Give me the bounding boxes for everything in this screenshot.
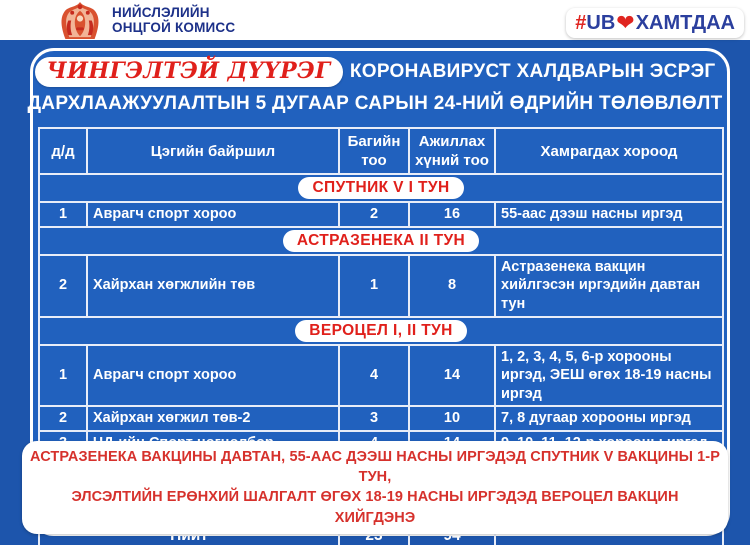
vaccine-section-title: ВЕРОЦЕЛ I, II ТУН [295, 319, 467, 342]
header-khoroos: Хамрагдах хороод [494, 126, 724, 176]
organization-name: НИЙСЛЭЛИЙН ОНЦГОЙ КОМИСС [112, 5, 235, 35]
table-header-row: д/д Цэгийн байршил Багийн тоо Ажиллах хү… [38, 126, 724, 176]
team-count-cell: 1 [338, 253, 410, 318]
khoroos-cell: 7, 8 дугаар хорооны иргэд [494, 405, 724, 432]
vaccine-section-cell: ВЕРОЦЕЛ I, II ТУН [38, 315, 724, 346]
title-line2: ДАРХЛААЖУУЛАЛТЫН 5 ДУГААР САРЫН 24-НИЙ Ө… [27, 93, 723, 114]
team-count-cell: 2 [338, 201, 410, 228]
header-worker-count: Ажиллах хүний тоо [408, 126, 496, 176]
vaccine-section-row: СПУТНИК V I ТУН [38, 173, 724, 204]
row-number-cell: 1 [38, 201, 88, 228]
vaccine-section-title: АСТРАЗЕНЕКА II ТУН [282, 229, 480, 252]
khoroos-cell: 55-аас дээш насны иргэд [494, 201, 724, 228]
title-line1: ЧИНГЭЛТЭЙ ДҮҮРЭГ КОРОНАВИРУСТ ХАЛДВАРЫН … [0, 57, 750, 87]
heart-icon: ❤ [616, 10, 635, 35]
vaccine-section-row: АСТРАЗЕНЕКА II ТУН [38, 225, 724, 256]
header-team-count: Багийн тоо [338, 126, 410, 176]
table-row: 1 Аврагч спорт хороо 4 14 1, 2, 3, 4, 5, 6-р… [38, 343, 724, 408]
hashtag-rest: ХАМТДАА [635, 11, 735, 34]
poster-title: ЧИНГЭЛТЭЙ ДҮҮРЭГ КОРОНАВИРУСТ ХАЛДВАРЫН … [0, 57, 750, 115]
vaccine-section-row: ВЕРОЦЕЛ I, II ТУН [38, 315, 724, 346]
row-number-cell: 1 [38, 343, 88, 408]
row-number-cell: 2 [38, 405, 88, 432]
hashtag-ub: UB [586, 11, 616, 34]
organization-name-line2: ОНЦГОЙ КОМИСС [112, 20, 236, 35]
worker-count-cell: 14 [408, 343, 496, 408]
footer-note: АСТРАЗЕНЕКА ВАКЦИНЫ ДАВТАН, 55-ААС ДЭЭШ … [22, 440, 728, 534]
table-row: 2 Хайрхан хөгжил төв-2 3 10 7, 8 дугаар хоро… [38, 405, 724, 432]
header-location: Цэгийн байршил [86, 126, 340, 176]
location-cell: Хайрхан хөгжлийн төв [86, 253, 340, 318]
location-cell: Аврагч спорт хороо [86, 201, 340, 228]
team-count-cell: 4 [338, 343, 410, 408]
district-name-pill: ЧИНГЭЛТЭЙ ДҮҮРЭГ [34, 57, 343, 87]
khoroos-cell: Астразенека вакцин хийлгэсэн иргэдийн да… [494, 253, 724, 318]
worker-count-cell: 10 [408, 405, 496, 432]
table-row: 2 Хайрхан хөгжлийн төв 1 8 Астразенека вакци… [38, 253, 724, 318]
khoroos-cell: 1, 2, 3, 4, 5, 6-р хорооны иргэд, ЭЕШ өг… [494, 343, 724, 408]
location-cell: Аврагч спорт хороо [86, 343, 340, 408]
city-emblem-logo [61, 1, 99, 40]
hashtag-hash: # [575, 11, 587, 34]
vaccine-section-cell: АСТРАЗЕНЕКА II ТУН [38, 225, 724, 256]
vaccine-section-cell: СПУТНИК V I ТУН [38, 173, 724, 204]
worker-count-cell: 16 [408, 201, 496, 228]
table-row: 1 Аврагч спорт хороо 2 16 55-аас дээш насны … [38, 201, 724, 228]
team-count-cell: 3 [338, 405, 410, 432]
row-number-cell: 2 [38, 253, 88, 318]
top-header-bar: НИЙСЛЭЛИЙН ОНЦГОЙ КОМИСС # UB ❤ ХАМТДАА [0, 0, 750, 40]
vaccine-section-title: СПУТНИК V I ТУН [298, 177, 464, 200]
hashtag-badge: # UB ❤ ХАМТДАА [566, 8, 744, 38]
worker-count-cell: 8 [408, 253, 496, 318]
footer-note-line2: ЭЛСЭЛТИЙН ЕРӨНХИЙ ШАЛГАЛТ ӨГӨХ 18-19 НАС… [71, 489, 679, 526]
organization-name-line1: НИЙСЛЭЛИЙН [112, 5, 210, 20]
location-cell: Хайрхан хөгжил төв-2 [86, 405, 340, 432]
footer-note-line1: АСТРАЗЕНЕКА ВАКЦИНЫ ДАВТАН, 55-ААС ДЭЭШ … [30, 448, 720, 486]
header-row-number: д/д [38, 126, 88, 176]
title-line1-rest: КОРОНАВИРУСТ ХАЛДВАРЫН ЭСРЭГ [349, 61, 716, 82]
